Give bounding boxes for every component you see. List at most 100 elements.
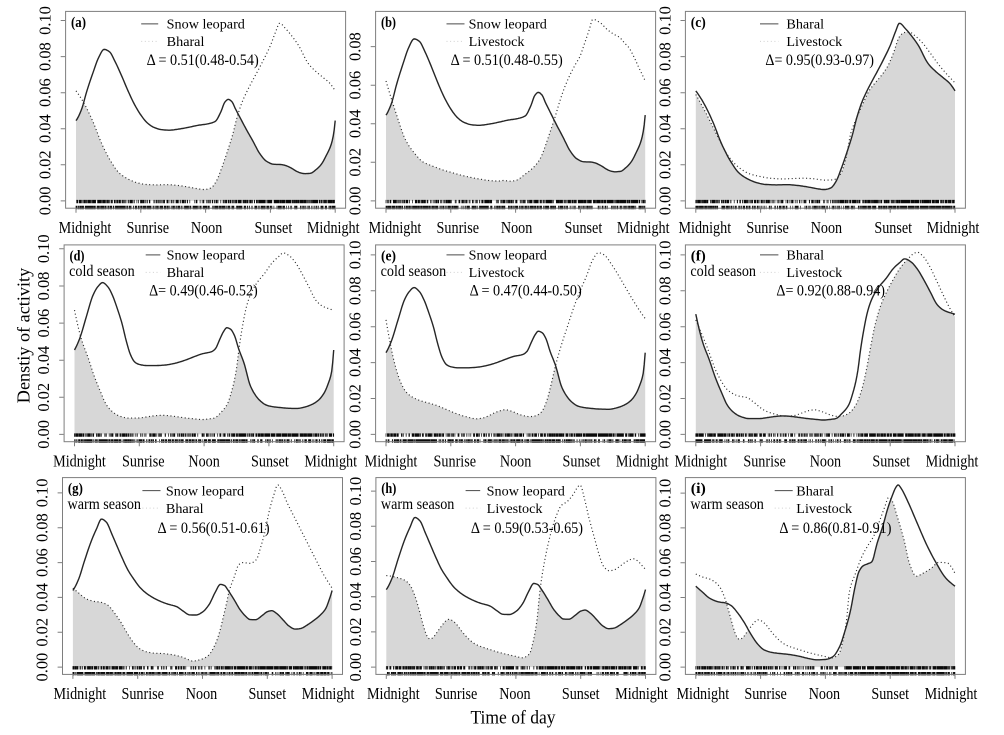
svg-text:Δ = 0.56(0.51-0.61): Δ = 0.56(0.51-0.61) [158,520,270,537]
svg-text:Snow leopard: Snow leopard [469,249,547,264]
svg-text:0.08: 0.08 [34,272,53,301]
svg-text:Sunrise: Sunrise [434,452,477,471]
svg-text:0.04: 0.04 [655,583,674,612]
svg-text:0.10: 0.10 [655,6,674,35]
svg-text:Δ = 0.86(0.81-0.91): Δ = 0.86(0.81-0.91) [779,520,891,537]
svg-text:Bharal: Bharal [796,484,834,499]
svg-text:0.06: 0.06 [655,548,674,577]
svg-text:cold season: cold season [69,263,135,280]
svg-text:0.00: 0.00 [655,187,674,216]
svg-text:Midnight: Midnight [678,218,731,237]
svg-text:Midnight: Midnight [59,218,112,237]
svg-text:Sunrise: Sunrise [127,218,170,237]
svg-text:0.00: 0.00 [346,653,365,682]
svg-text:Sunset: Sunset [874,218,912,237]
svg-text:0.10: 0.10 [33,479,52,508]
svg-text:Sunrise: Sunrise [746,218,789,237]
svg-text:0.10: 0.10 [346,241,365,270]
svg-text:Δ = 0.51(0.48-0.55): Δ = 0.51(0.48-0.55) [451,52,563,69]
svg-text:Livestock: Livestock [786,266,842,281]
svg-text:Snow leopard: Snow leopard [167,18,245,33]
svg-text:0.02: 0.02 [346,384,365,413]
svg-text:0.04: 0.04 [36,114,55,143]
svg-text:0.04: 0.04 [346,348,365,377]
svg-text:0.02: 0.02 [36,150,55,179]
svg-text:Noon: Noon [501,218,533,237]
svg-text:0.02: 0.02 [34,383,53,412]
svg-text:warm season: warm season [381,496,455,513]
svg-text:0.00: 0.00 [33,653,52,682]
svg-text:0.08: 0.08 [36,42,55,71]
svg-text:Livestock: Livestock [786,35,842,50]
svg-text:0.10: 0.10 [346,477,365,506]
svg-text:Midnight: Midnight [615,684,668,703]
svg-text:Snow leopard: Snow leopard [167,249,245,264]
svg-text:0.04: 0.04 [655,348,674,377]
svg-text:Bharal: Bharal [786,249,824,264]
svg-text:(e): (e) [381,248,396,264]
svg-text:Δ = 0.51(0.48-0.54): Δ = 0.51(0.48-0.54) [147,52,259,69]
svg-text:Livestock: Livestock [487,502,543,517]
svg-text:cold season: cold season [690,263,756,280]
svg-text:Midnight: Midnight [616,452,669,471]
svg-text:Sunset: Sunset [872,452,910,471]
svg-text:0.00: 0.00 [346,187,365,216]
svg-text:Snow leopard: Snow leopard [487,484,565,499]
svg-text:0.06: 0.06 [346,547,365,576]
svg-text:0.08: 0.08 [33,513,52,542]
svg-text:0.06: 0.06 [34,309,53,338]
svg-text:0.02: 0.02 [346,618,365,647]
svg-text:0.00: 0.00 [655,653,674,682]
svg-text:Snow leopard: Snow leopard [469,18,547,33]
svg-text:0.04: 0.04 [346,109,365,138]
svg-text:cold season: cold season [381,263,447,280]
svg-text:Δ = 0.47(0.44-0.50): Δ = 0.47(0.44-0.50) [470,283,582,300]
svg-text:Midnight: Midnight [369,218,422,237]
svg-text:warm season: warm season [68,496,142,513]
svg-text:Sunrise: Sunrise [744,684,787,703]
svg-text:Midnight: Midnight [307,218,360,237]
svg-text:warm season: warm season [690,496,764,513]
svg-text:Midnight: Midnight [676,684,729,703]
svg-text:Midnight: Midnight [925,684,978,703]
svg-text:0.10: 0.10 [655,241,674,270]
svg-text:0.08: 0.08 [346,512,365,541]
svg-text:0.08: 0.08 [655,276,674,305]
svg-text:Time of day: Time of day [470,708,556,729]
svg-text:0.00: 0.00 [655,420,674,449]
svg-text:Sunrise: Sunrise [437,218,480,237]
svg-text:Sunrise: Sunrise [121,684,164,703]
svg-text:Δ = 0.59(0.53-0.65): Δ = 0.59(0.53-0.65) [471,520,583,537]
svg-text:0.04: 0.04 [346,582,365,611]
svg-text:Bharal: Bharal [786,18,824,33]
svg-text:0.02: 0.02 [33,618,52,647]
svg-text:0.08: 0.08 [655,514,674,543]
svg-text:0.04: 0.04 [34,346,53,375]
svg-text:Sunset: Sunset [248,684,286,703]
svg-text:0.02: 0.02 [655,150,674,179]
svg-text:0.06: 0.06 [655,312,674,341]
svg-text:Denstiy of activity: Denstiy of activity [14,267,34,403]
svg-text:Midnight: Midnight [54,684,107,703]
svg-text:Noon: Noon [188,452,220,471]
svg-text:Sunset: Sunset [562,684,600,703]
svg-text:Sunrise: Sunrise [435,684,478,703]
svg-text:Midnight: Midnight [617,218,670,237]
svg-text:0.08: 0.08 [346,276,365,305]
svg-text:Noon: Noon [809,684,841,703]
svg-text:Snow leopard: Snow leopard [166,484,244,499]
svg-text:Midnight: Midnight [674,452,727,471]
svg-text:Bharal: Bharal [166,502,204,517]
svg-text:Sunrise: Sunrise [743,452,786,471]
svg-text:Noon: Noon [810,452,842,471]
svg-text:Livestock: Livestock [469,266,525,281]
svg-text:Livestock: Livestock [469,35,525,50]
svg-text:Sunrise: Sunrise [122,452,165,471]
svg-text:0.04: 0.04 [33,583,52,612]
svg-text:Bharal: Bharal [167,266,205,281]
svg-text:0.02: 0.02 [346,148,365,177]
svg-text:Sunset: Sunset [251,452,289,471]
svg-text:Noon: Noon [500,452,532,471]
svg-text:Midnight: Midnight [53,452,106,471]
svg-text:Midnight: Midnight [302,684,355,703]
